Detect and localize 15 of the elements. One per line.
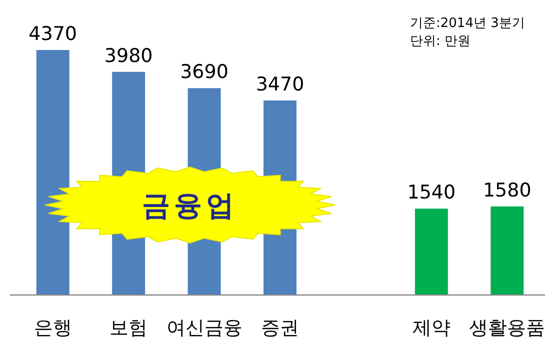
x-tick-label: 제약 (412, 317, 450, 339)
data-label: 1580 (482, 179, 532, 202)
data-label: 1540 (407, 182, 456, 204)
text: 단위: 만원 (410, 34, 471, 49)
data-label: 3980 (104, 44, 153, 67)
x-tick-label: 보험 (110, 317, 148, 339)
data-label: 3690 (180, 61, 228, 84)
data-label: 3470 (256, 73, 304, 96)
x-tick-label: 증권 (261, 317, 299, 339)
x-tick-label: 생활용품 (469, 317, 546, 339)
data-label: 4370 (28, 23, 78, 45)
x-tick-label: 은행 (34, 317, 72, 339)
text: 기준:2014년 3분기 (410, 16, 525, 31)
annotation: 금융업 (142, 189, 238, 222)
x-tick-label: 여신금융 (166, 317, 242, 339)
